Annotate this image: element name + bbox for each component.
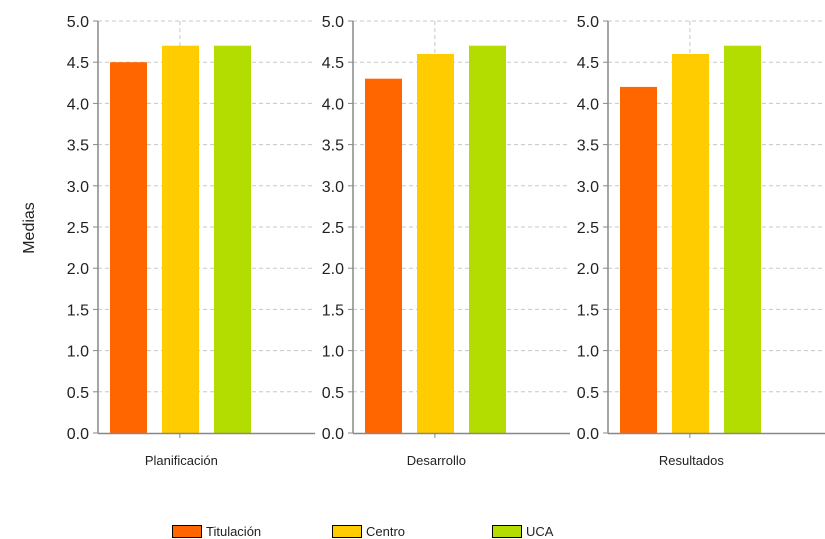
y-tick-label: 3.0 xyxy=(67,179,89,196)
bar-uca xyxy=(724,45,761,433)
legend-swatch xyxy=(492,525,522,538)
panel-1: 0.0 0.5 1.0 1.5 2.0 2.5 3.0 3.5 4.0 4.5 5.0 Desarro… xyxy=(322,14,570,468)
legend-swatch xyxy=(332,525,362,538)
y-tick-label: 2.0 xyxy=(577,261,599,278)
y-tick-label: 0.0 xyxy=(322,426,344,443)
panel-0: 0.0 0.5 1.0 1.5 2.0 2.5 3.0 3.5 4.0 4.5 5.0 Planifi… xyxy=(67,14,315,468)
y-tick-label: 3.5 xyxy=(322,138,344,155)
y-tick-label: 0.5 xyxy=(322,385,344,402)
legend-item-uca: UCA xyxy=(492,524,554,539)
y-tick-label: 1.0 xyxy=(577,344,599,361)
y-tick-label: 1.5 xyxy=(67,302,89,319)
y-tick-label: 1.5 xyxy=(577,302,599,319)
y-tick-label: 3.0 xyxy=(577,179,599,196)
y-tick-label: 0.5 xyxy=(577,385,599,402)
y-tick-label: 3.5 xyxy=(67,138,89,155)
legend-label: UCA xyxy=(526,524,554,539)
y-tick-label: 5.0 xyxy=(322,14,344,31)
y-tick-label: 4.5 xyxy=(577,55,599,72)
y-tick-label: 1.5 xyxy=(322,302,344,319)
y-tick-label: 0.5 xyxy=(67,385,89,402)
y-tick-label: 1.0 xyxy=(322,344,344,361)
y-tick-label: 5.0 xyxy=(577,14,599,31)
y-tick-label: 4.0 xyxy=(577,96,599,113)
y-tick-label: 4.0 xyxy=(322,96,344,113)
bar-uca xyxy=(214,45,251,433)
legend-item-centro: Centro xyxy=(332,524,405,539)
y-tick-label: 4.0 xyxy=(67,96,89,113)
legend-item-titulación: Titulación xyxy=(172,524,261,539)
y-tick-label: 3.0 xyxy=(322,179,344,196)
bar-titulación xyxy=(620,86,657,434)
bar-centro xyxy=(672,53,709,434)
legend: Titulación Centro UCA xyxy=(172,524,554,539)
y-tick-label: 2.5 xyxy=(577,220,599,237)
bar-centro xyxy=(162,45,199,433)
y-tick-label: 2.0 xyxy=(67,261,89,278)
category-label: Planificación xyxy=(145,453,218,468)
y-tick-label: 0.0 xyxy=(67,426,89,443)
bar-titulación xyxy=(365,78,402,434)
legend-swatch xyxy=(172,525,202,538)
category-label: Desarrollo xyxy=(407,453,466,468)
bar-titulación xyxy=(110,62,147,433)
y-tick-label: 1.0 xyxy=(67,344,89,361)
y-tick-label: 5.0 xyxy=(67,14,89,31)
y-tick-label: 4.5 xyxy=(322,55,344,72)
y-axis-label: Medias xyxy=(21,202,38,254)
category-label: Resultados xyxy=(659,453,725,468)
panel-2: 0.0 0.5 1.0 1.5 2.0 2.5 3.0 3.5 4.0 4.5 5.0 Resulta… xyxy=(577,14,825,468)
bar-uca xyxy=(469,45,506,433)
legend-label: Centro xyxy=(366,524,405,539)
legend-label: Titulación xyxy=(206,524,261,539)
y-tick-label: 2.0 xyxy=(322,261,344,278)
y-tick-label: 3.5 xyxy=(577,138,599,155)
y-tick-label: 0.0 xyxy=(577,426,599,443)
y-tick-label: 2.5 xyxy=(67,220,89,237)
bar-centro xyxy=(417,53,454,434)
y-tick-label: 4.5 xyxy=(67,55,89,72)
y-tick-label: 2.5 xyxy=(322,220,344,237)
